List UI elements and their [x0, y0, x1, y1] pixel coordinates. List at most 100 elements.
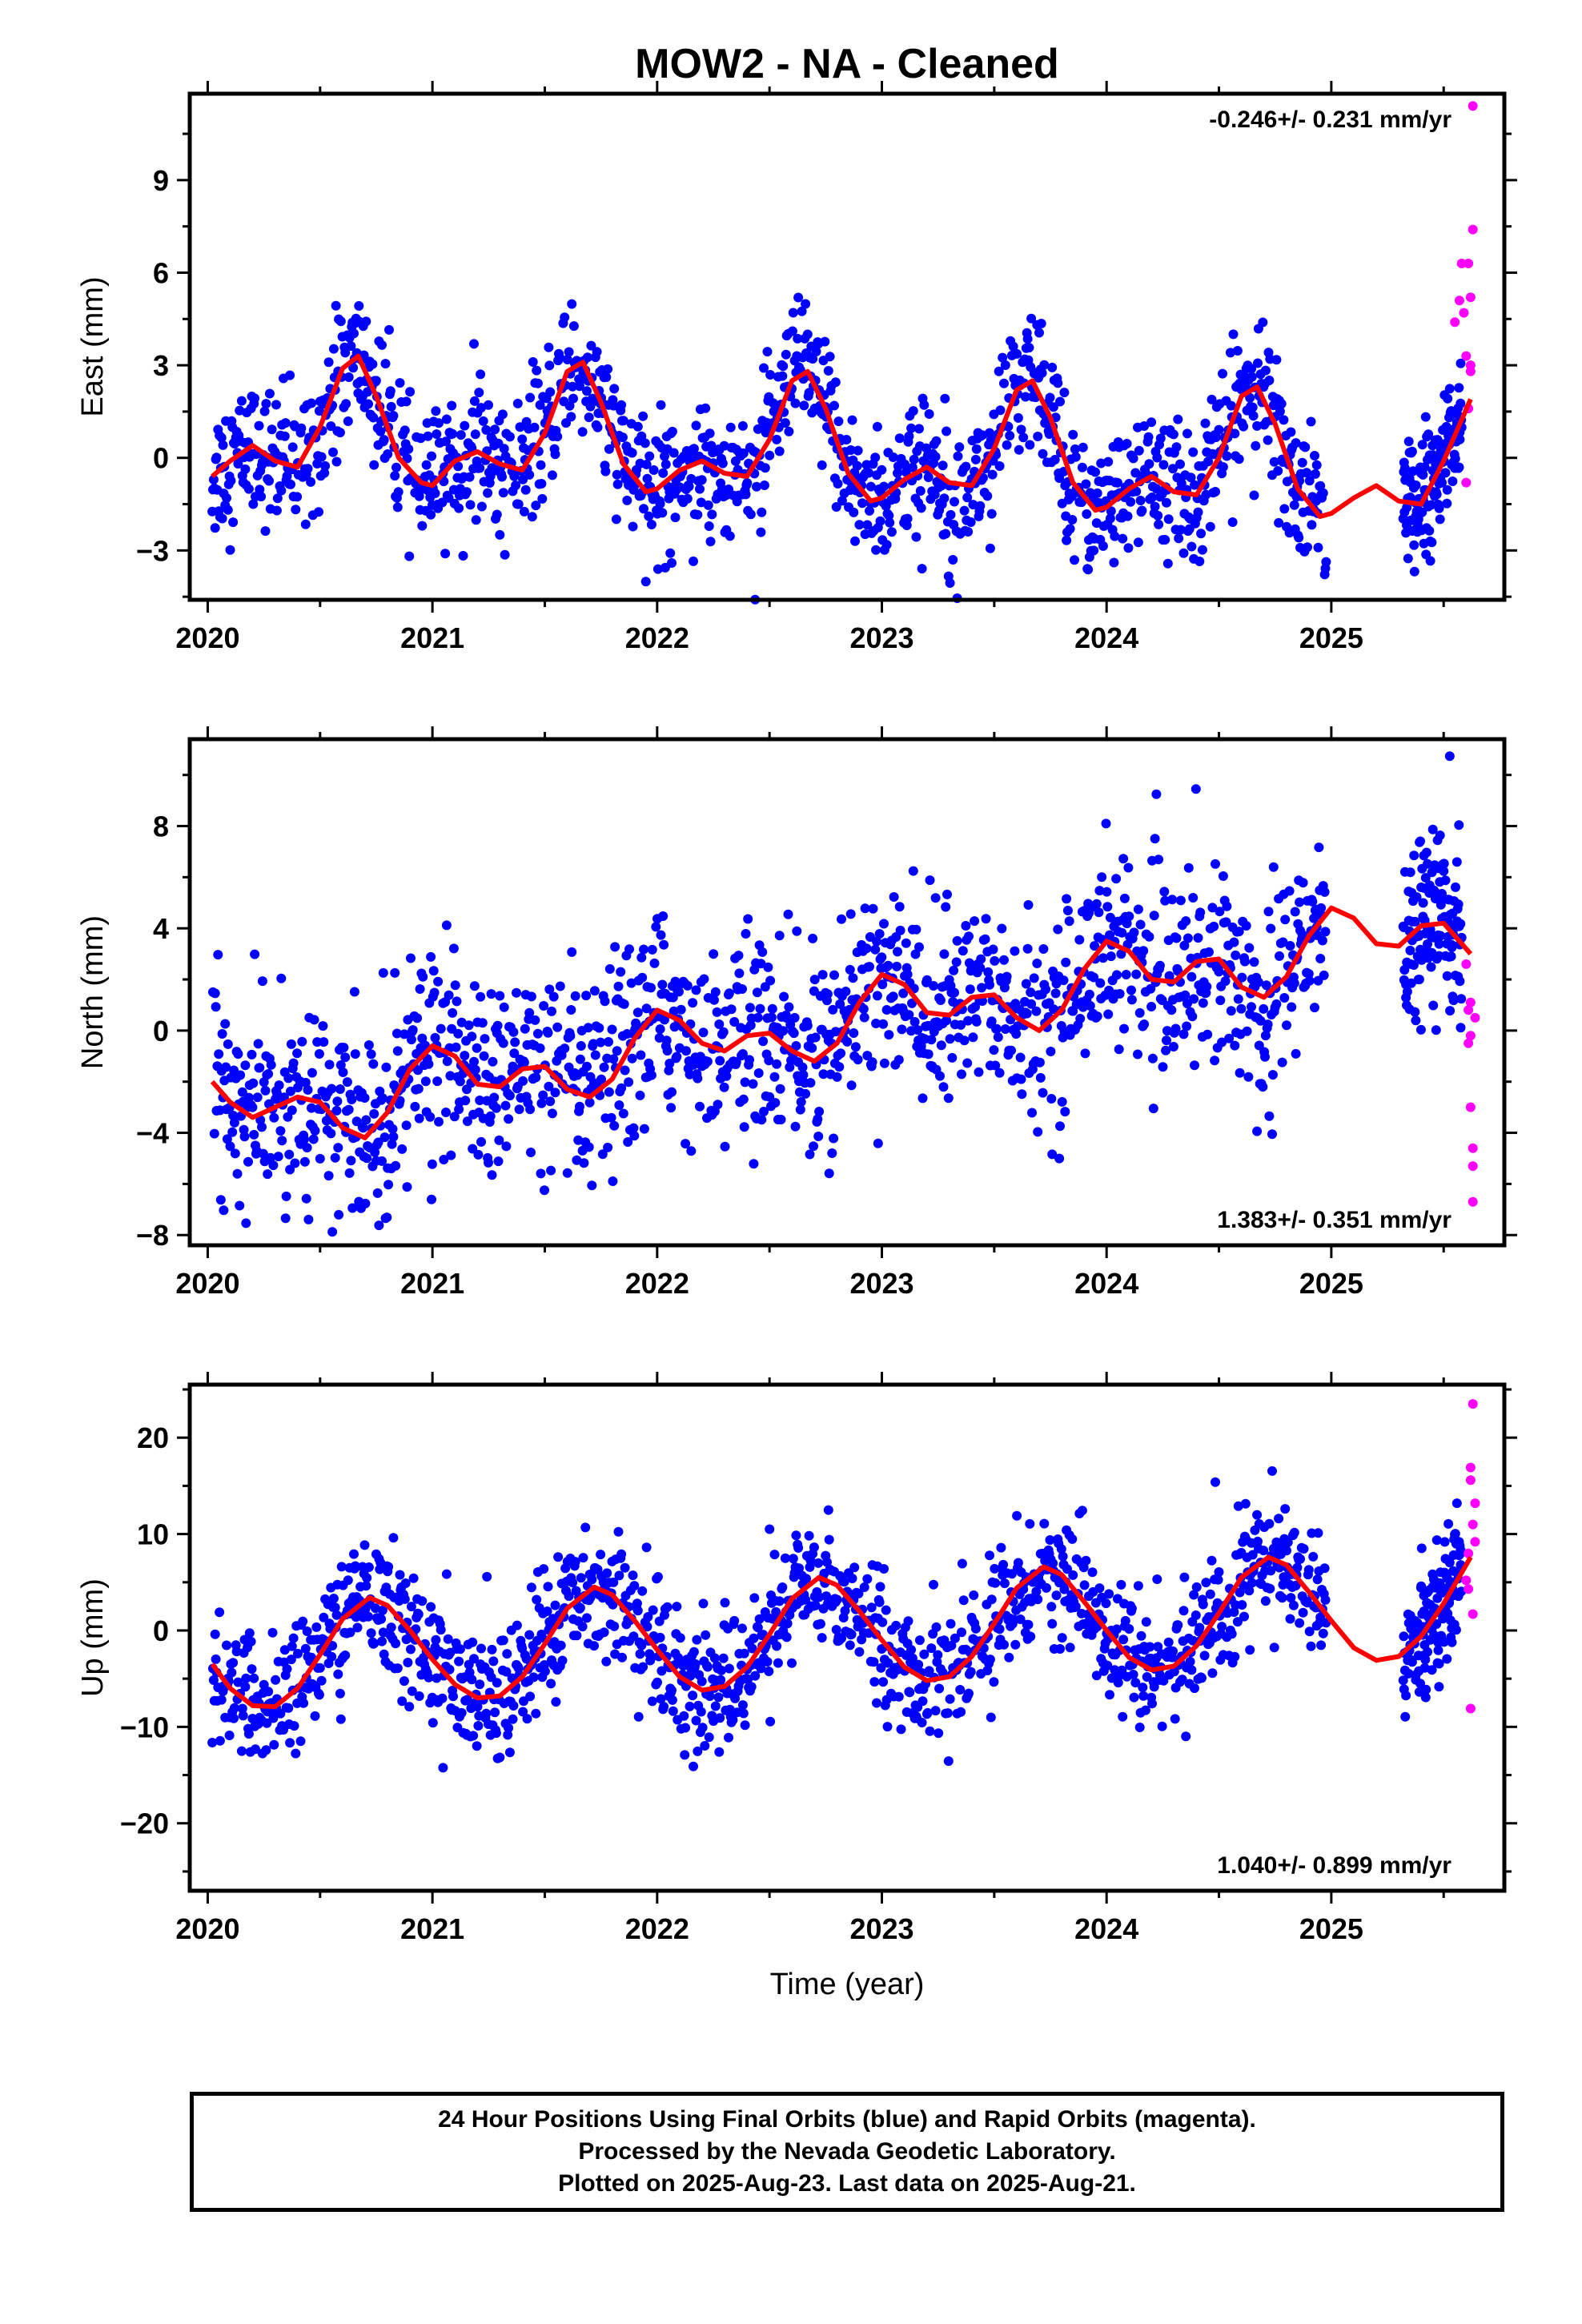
final-point	[1288, 1600, 1299, 1610]
final-point	[582, 386, 592, 396]
final-point	[1048, 1004, 1058, 1015]
final-point	[539, 1564, 549, 1574]
final-point	[1442, 498, 1452, 509]
final-point	[1231, 950, 1241, 960]
final-point	[1424, 525, 1435, 536]
final-point	[1089, 545, 1099, 556]
final-point	[1213, 1574, 1223, 1585]
final-point	[570, 991, 580, 1001]
final-point	[504, 1747, 515, 1758]
final-point	[657, 508, 668, 518]
final-point	[1402, 957, 1412, 967]
final-point	[756, 959, 766, 969]
final-point	[864, 1628, 874, 1638]
final-point	[1230, 428, 1240, 439]
final-point	[1041, 984, 1051, 995]
final-point	[1247, 364, 1256, 374]
final-point	[599, 1627, 609, 1638]
final-point	[717, 458, 728, 468]
final-point	[684, 481, 694, 492]
final-point	[841, 987, 851, 996]
final-point	[1145, 1642, 1155, 1652]
final-point	[830, 1027, 841, 1037]
final-point	[994, 366, 1004, 376]
final-point	[1105, 912, 1115, 923]
final-point	[273, 1152, 283, 1162]
final-point	[782, 1618, 793, 1629]
final-point	[1106, 951, 1116, 962]
final-point	[406, 1602, 416, 1612]
final-point	[737, 420, 748, 431]
final-point	[799, 400, 809, 411]
final-point	[637, 1586, 648, 1596]
final-point	[1403, 1668, 1414, 1679]
final-point	[1181, 1731, 1191, 1742]
final-point	[1450, 453, 1460, 464]
final-point	[211, 1002, 221, 1012]
final-point	[349, 987, 359, 997]
final-point	[883, 960, 893, 971]
final-point	[545, 387, 556, 397]
final-point	[1227, 1629, 1237, 1639]
final-point	[710, 1701, 721, 1711]
final-point	[300, 1077, 311, 1088]
final-point	[1033, 1594, 1043, 1605]
final-point	[1057, 1096, 1067, 1107]
final-point	[728, 1715, 738, 1725]
final-point	[1430, 491, 1439, 501]
final-point	[720, 1598, 730, 1608]
final-point	[1111, 874, 1122, 884]
rapid-orbit-points	[1461, 959, 1480, 1207]
final-point	[939, 493, 950, 504]
final-point	[1039, 1518, 1050, 1529]
final-point	[485, 1111, 496, 1121]
final-point	[1434, 1659, 1444, 1669]
final-point	[400, 425, 410, 436]
final-point	[915, 486, 926, 496]
final-point	[421, 460, 432, 470]
final-point	[749, 1633, 759, 1643]
final-point	[1239, 421, 1249, 432]
final-point	[836, 1048, 846, 1059]
final-point	[475, 463, 485, 473]
final-point	[914, 942, 924, 952]
final-point	[434, 1116, 444, 1127]
final-point	[652, 1572, 663, 1582]
final-point	[1053, 924, 1063, 935]
final-point	[837, 914, 846, 924]
final-point	[986, 1594, 997, 1605]
final-point	[1046, 1094, 1057, 1104]
final-point	[470, 429, 480, 440]
final-point	[1170, 1023, 1181, 1034]
final-point	[1146, 983, 1156, 994]
final-point	[267, 1627, 278, 1638]
final-point	[1218, 871, 1228, 881]
final-point	[1410, 1615, 1420, 1626]
final-point	[609, 1621, 620, 1631]
rapid-point	[1468, 1143, 1478, 1153]
final-point	[714, 1747, 725, 1757]
x-axis: 2020 2021 2022 2023 2024 2025	[175, 81, 1445, 654]
final-point	[401, 1120, 412, 1131]
final-point	[875, 1582, 885, 1592]
final-point	[536, 460, 546, 470]
final-point	[1191, 1582, 1202, 1592]
final-point	[959, 505, 970, 516]
final-point	[233, 459, 243, 469]
final-point	[1094, 1583, 1105, 1594]
final-point	[340, 348, 351, 358]
final-point	[629, 1581, 640, 1591]
final-point	[335, 1714, 346, 1724]
final-point	[947, 1052, 958, 1063]
final-point	[792, 926, 802, 936]
final-point	[1158, 1062, 1168, 1072]
final-point	[720, 1141, 730, 1152]
final-point	[641, 1003, 652, 1014]
final-point	[586, 340, 596, 351]
final-point	[817, 460, 827, 470]
final-point	[1310, 451, 1319, 460]
final-point	[1402, 987, 1412, 997]
final-point	[985, 543, 995, 553]
final-point	[1441, 421, 1452, 432]
